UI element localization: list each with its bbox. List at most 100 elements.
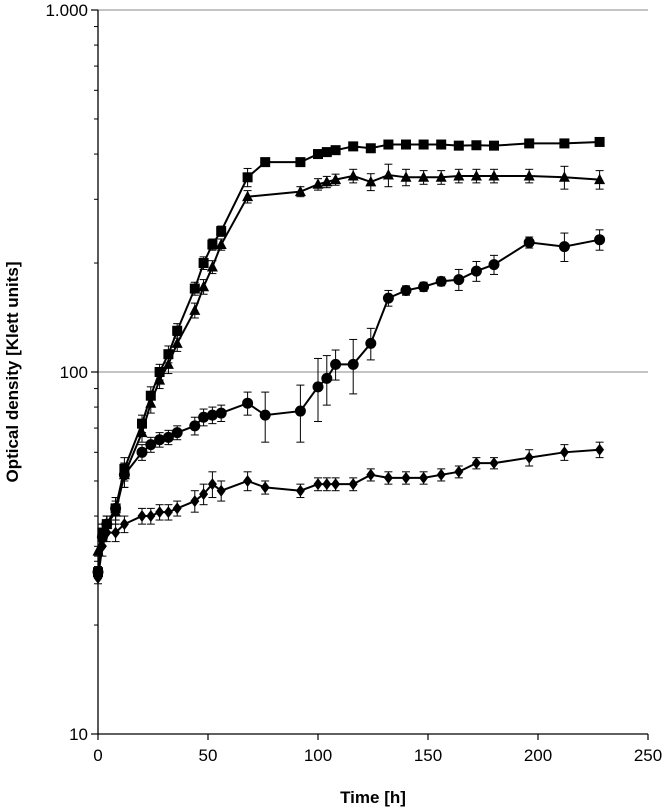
- circle-marker: [321, 372, 333, 384]
- diamond-marker: [119, 518, 129, 531]
- triangle-marker: [154, 374, 166, 385]
- triangle-marker: [488, 169, 500, 181]
- square-marker: [489, 140, 499, 151]
- x-tick-label: 250: [634, 746, 662, 765]
- x-tick-label: 50: [199, 746, 218, 765]
- diamond-marker: [419, 471, 429, 484]
- triangle-marker: [594, 173, 606, 185]
- square-marker: [163, 349, 174, 360]
- circle-marker: [189, 420, 201, 432]
- series-triangle: [92, 163, 606, 557]
- diamond-marker: [260, 481, 270, 494]
- data-series: [92, 136, 606, 585]
- square-marker: [242, 172, 253, 183]
- square-marker: [559, 138, 570, 149]
- triangle-marker: [365, 175, 377, 187]
- diamond-marker: [383, 471, 393, 484]
- triangle-marker: [400, 171, 412, 182]
- circle-marker: [365, 337, 377, 349]
- diamond-marker: [199, 488, 209, 501]
- triangle-marker: [189, 304, 201, 315]
- square-marker: [348, 141, 359, 152]
- square-marker: [321, 147, 332, 158]
- diamond-marker: [97, 540, 107, 553]
- circle-marker: [558, 241, 570, 253]
- x-tick-label: 100: [304, 746, 332, 765]
- circle-marker: [594, 234, 606, 246]
- axis-labels: Time [h] Optical density [Klett units]: [3, 261, 406, 807]
- circle-marker: [145, 439, 157, 451]
- y-axis-title: Optical density [Klett units]: [3, 261, 22, 482]
- circle-marker: [382, 292, 394, 304]
- square-marker: [295, 157, 306, 168]
- diamond-marker: [111, 526, 121, 539]
- square-marker: [189, 283, 200, 294]
- diamond-marker: [366, 468, 376, 481]
- diamond-marker: [559, 446, 569, 459]
- triangle-marker: [347, 169, 359, 181]
- x-tick-label: 200: [524, 746, 552, 765]
- diamond-marker: [313, 478, 323, 491]
- triangle-marker: [215, 238, 227, 250]
- square-marker: [172, 325, 183, 336]
- axes: 10 100 1.000 0 50 100 150 200 250: [45, 1, 662, 765]
- triangle-marker: [312, 178, 324, 189]
- diamond-marker: [146, 510, 156, 523]
- circle-marker: [470, 265, 482, 277]
- y-tick-label: 100: [60, 363, 88, 382]
- circle-marker: [523, 236, 535, 248]
- circle-marker: [400, 284, 412, 296]
- diamond-marker: [454, 465, 464, 478]
- square-marker: [313, 149, 323, 160]
- circle-marker: [294, 405, 306, 417]
- diamond-marker: [322, 478, 332, 491]
- diamond-marker: [243, 474, 253, 487]
- diamond-marker: [295, 484, 305, 497]
- triangle-marker: [162, 358, 174, 369]
- diamond-marker: [331, 478, 341, 491]
- diamond-marker: [595, 443, 605, 456]
- circle-marker: [488, 259, 500, 271]
- y-tick-label: 1.000: [45, 1, 88, 20]
- square-marker: [436, 139, 447, 150]
- diamond-marker: [207, 478, 217, 491]
- circle-marker: [162, 431, 174, 443]
- circle-marker: [242, 397, 254, 409]
- triangle-marker: [294, 185, 306, 197]
- circle-marker: [171, 427, 183, 439]
- diamond-marker: [137, 510, 147, 523]
- triangle-marker: [330, 173, 342, 185]
- y-tick-label: 10: [69, 725, 88, 744]
- square-marker: [524, 138, 535, 149]
- diamond-marker: [216, 484, 226, 497]
- diamond-marker: [524, 451, 534, 464]
- square-marker: [418, 139, 429, 150]
- diamond-marker: [471, 457, 481, 470]
- diamond-marker: [436, 468, 446, 481]
- diamond-marker: [172, 502, 182, 515]
- circle-marker: [110, 502, 122, 514]
- diamond-marker: [401, 471, 411, 484]
- square-marker: [260, 157, 271, 168]
- diamond-marker: [348, 478, 358, 491]
- triangle-marker: [171, 337, 183, 348]
- circle-marker: [347, 358, 359, 370]
- circle-marker: [330, 358, 342, 370]
- circle-marker: [136, 446, 148, 458]
- circle-marker: [259, 409, 271, 421]
- circle-marker: [198, 411, 210, 423]
- triangle-marker: [321, 175, 333, 187]
- series-line: [97, 448, 600, 578]
- diamond-marker: [102, 526, 112, 539]
- triangle-marker: [470, 169, 482, 181]
- diamond-marker: [190, 495, 200, 508]
- square-marker: [594, 136, 605, 147]
- triangle-marker: [382, 169, 394, 180]
- circle-marker: [118, 469, 130, 481]
- circle-marker: [435, 275, 447, 287]
- circle-marker: [154, 434, 166, 446]
- diamond-marker: [489, 457, 499, 470]
- square-marker: [207, 239, 218, 250]
- x-axis-title: Time [h]: [340, 788, 406, 807]
